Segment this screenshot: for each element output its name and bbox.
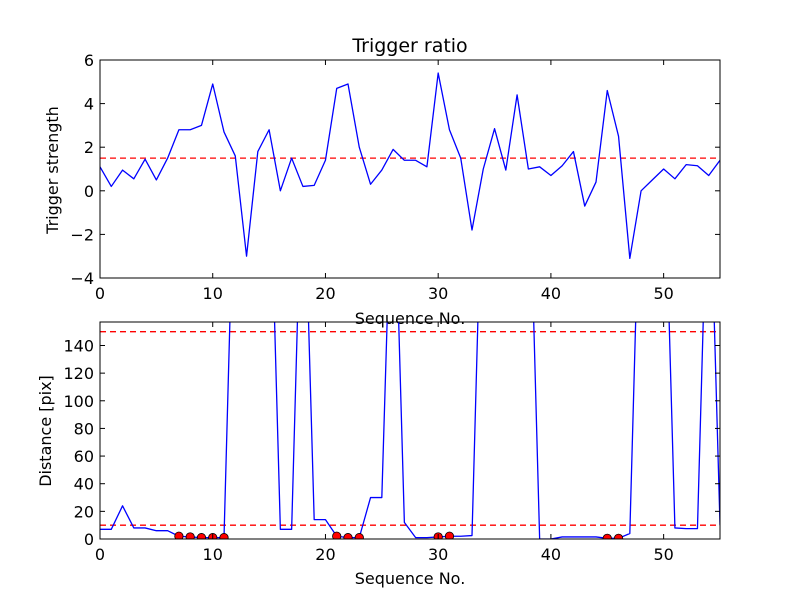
bottom-marker-point (196, 533, 207, 539)
top-x-tick-label: 10 (203, 284, 223, 303)
bottom-plot-area (100, 322, 720, 539)
bottom-x-tick-label: 30 (428, 545, 448, 564)
bottom-x-tick-label: 40 (541, 545, 561, 564)
top-x-tick-label: 30 (428, 284, 448, 303)
bottom-x-tick-label: 10 (203, 545, 223, 564)
top-ylabel: Trigger strength (43, 106, 62, 235)
bottom-x-tick-label: 50 (653, 545, 673, 564)
top-y-tick-label: 6 (84, 51, 94, 70)
top-y-tick-label: 4 (84, 95, 94, 114)
bottom-xlabel: Sequence No. (355, 569, 466, 588)
bottom-marker-point (174, 531, 184, 539)
bottom-axes-frame (99, 321, 721, 540)
bottom-marker-point (602, 533, 612, 539)
bottom-y-tick-label: 80 (74, 419, 94, 438)
top-x-tick-label: 40 (541, 284, 561, 303)
bottom-x-tick-label: 20 (315, 545, 335, 564)
top-x-tick-label: 50 (653, 284, 673, 303)
top-axes-frame (99, 59, 721, 279)
bottom-y-tick-label: 100 (63, 392, 94, 411)
bottom-plot: 0 10 20 30 40 50 0 20 40 60 80 100 120 140 (63, 321, 721, 564)
top-plot-area (100, 72, 720, 260)
bottom-y-tick-label: 20 (74, 502, 94, 521)
top-series-line (100, 72, 720, 260)
top-xlabel: Sequence No. (355, 309, 466, 328)
bottom-marker-point (444, 531, 455, 539)
top-y-tick-label: −2 (70, 225, 94, 244)
bottom-y-tick-label: 0 (84, 530, 94, 549)
bottom-x-tick-label: 0 (95, 545, 105, 564)
bottom-marker-point (343, 533, 353, 539)
top-plot: 0 10 20 30 40 50 −4 −2 0 2 4 6 (70, 51, 721, 303)
bottom-y-tick-label: 140 (63, 336, 94, 355)
bottom-ylabel: Distance [pix] (36, 375, 55, 487)
bottom-marker-point (354, 533, 364, 539)
bottom-marker-point (613, 533, 624, 539)
bottom-marker-point (185, 532, 195, 539)
top-y-tick-label: 2 (84, 138, 94, 157)
bottom-marker-point (332, 531, 342, 539)
top-y-tick-label: 0 (84, 182, 94, 201)
chart-title: Trigger ratio (351, 35, 467, 57)
bottom-y-tick-label: 120 (63, 364, 94, 383)
bottom-marker-point (219, 533, 229, 539)
top-x-tick-label: 20 (315, 284, 335, 303)
top-x-tick-label: 0 (95, 284, 105, 303)
bottom-y-tick-label: 40 (74, 475, 94, 494)
top-y-tick-label: −4 (70, 269, 94, 288)
bottom-y-tick-label: 60 (74, 447, 94, 466)
